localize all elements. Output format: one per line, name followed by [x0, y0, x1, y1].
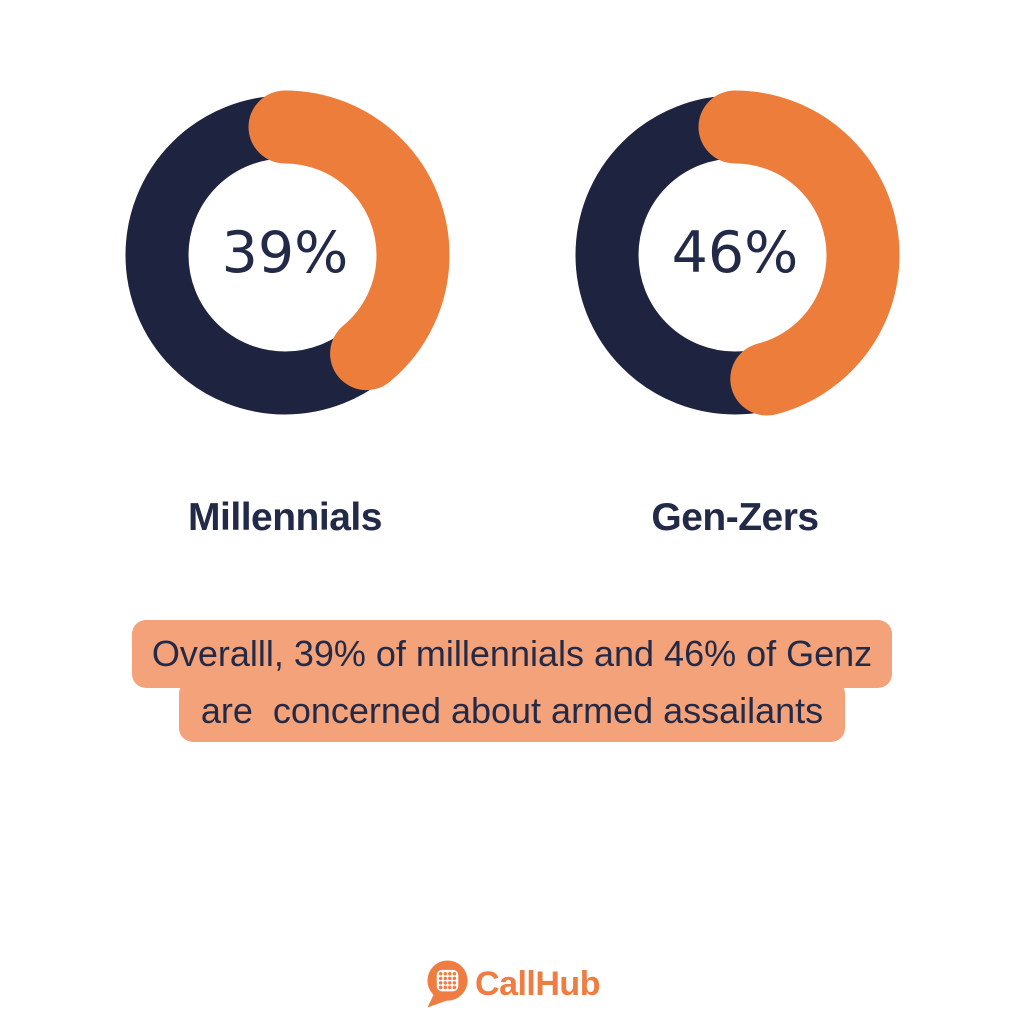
speech-bubble-keypad-icon — [427, 960, 468, 1008]
donut-chart-millennials: 39% — [120, 90, 450, 420]
caption-block: Overalll, 39% of millennials and 46% of … — [0, 620, 1024, 742]
donut-value-label: 46% — [671, 220, 799, 286]
donut-value-label: 39% — [221, 220, 349, 286]
caption-line-1: Overalll, 39% of millennials and 46% of … — [131, 620, 893, 688]
donut-arc-value — [570, 90, 900, 420]
donut-chart-genzers: 46% — [570, 90, 900, 420]
donut-svg-genzers — [570, 90, 900, 420]
keypad-dots — [438, 971, 457, 990]
callhub-logo: CallHub — [424, 960, 600, 1009]
chart-label-millennials: Millennials — [188, 496, 382, 539]
chart-label-genzers: Gen-Zers — [651, 496, 819, 539]
logo-wordmark: CallHub — [475, 965, 600, 1003]
caption-line-2: are concerned about armed assailants — [178, 680, 846, 742]
donut-svg-millennials — [120, 90, 450, 420]
donut-arc-value — [120, 90, 450, 420]
